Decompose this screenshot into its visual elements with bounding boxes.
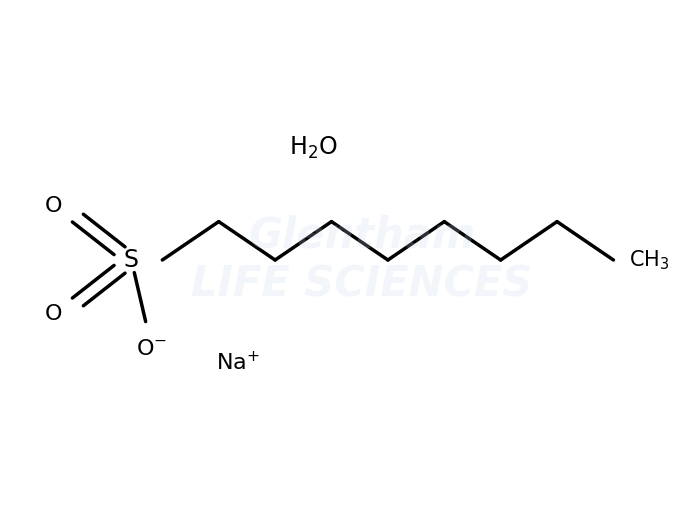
Text: S: S (124, 248, 139, 272)
Text: Glentham
LIFE SCIENCES: Glentham LIFE SCIENCES (191, 215, 532, 305)
Text: O: O (45, 196, 63, 216)
Text: O: O (45, 304, 63, 324)
Text: H$_2$O: H$_2$O (290, 134, 338, 161)
Text: CH$_3$: CH$_3$ (628, 248, 669, 272)
Text: Na$^{+}$: Na$^{+}$ (216, 350, 260, 374)
Text: O$^{-}$: O$^{-}$ (136, 339, 168, 358)
